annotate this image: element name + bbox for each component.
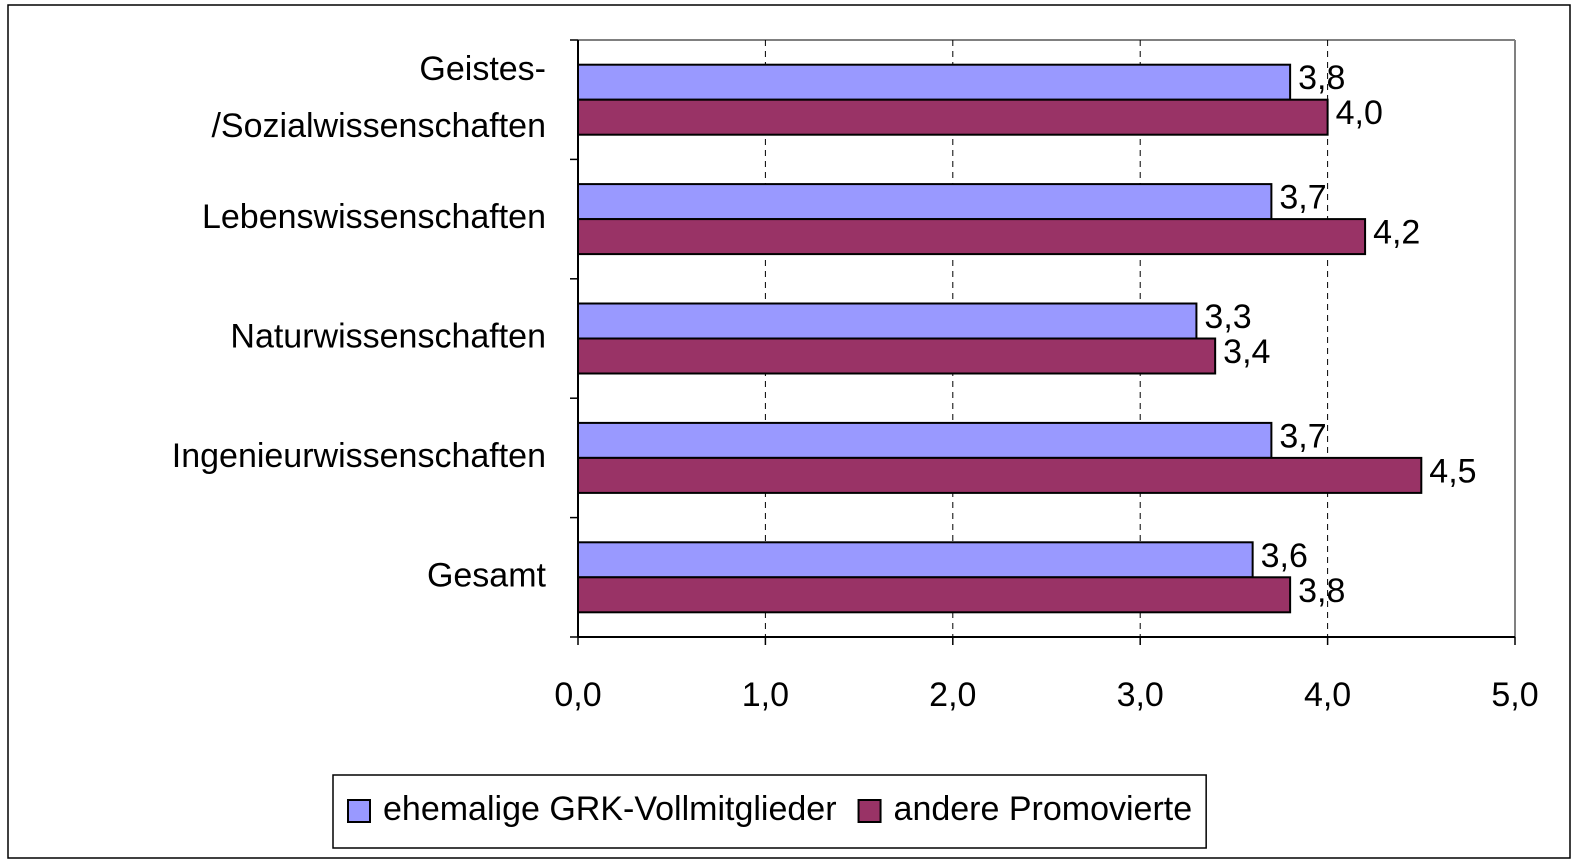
- legend-swatch: [857, 799, 882, 823]
- x-tick-label: 2,0: [929, 676, 976, 714]
- bar: [577, 302, 1198, 340]
- value-label: 3,4: [1223, 333, 1270, 371]
- x-tick-label: 3,0: [1117, 676, 1164, 714]
- value-label: 4,5: [1429, 452, 1476, 490]
- legend-swatch: [347, 799, 371, 823]
- legend-box: [332, 774, 1207, 849]
- y-tick-label: Gesamt: [427, 556, 547, 594]
- x-tick-label: 1,0: [742, 676, 789, 714]
- value-label: 4,2: [1373, 214, 1420, 252]
- value-label: 3,8: [1298, 59, 1345, 97]
- bar: [577, 183, 1273, 221]
- y-tick-label: Lebenswissenschaften: [202, 198, 546, 236]
- y-tick-label: Ingenieurwissenschaften: [172, 437, 546, 475]
- value-label: 3,7: [1279, 179, 1326, 217]
- legend-label: ehemalige GRK-Vollmitglieder: [383, 790, 837, 828]
- value-label: 3,6: [1261, 537, 1308, 575]
- x-tick-label: 0,0: [554, 676, 601, 714]
- legend-label: andere Promovierte: [894, 790, 1193, 828]
- value-label: 3,3: [1204, 298, 1251, 336]
- value-label: 3,8: [1298, 572, 1345, 610]
- bar: [577, 337, 1217, 375]
- legend: ehemalige GRK-Vollmitglieder andere Promo…: [332, 774, 1207, 849]
- bar: [577, 63, 1292, 101]
- x-tick-label: 4,0: [1304, 676, 1351, 714]
- bar: [577, 576, 1292, 614]
- value-label: 4,0: [1336, 94, 1383, 132]
- bar: [577, 456, 1423, 494]
- bar: [577, 541, 1254, 579]
- bar: [577, 218, 1367, 256]
- value-label: 3,7: [1279, 417, 1326, 455]
- y-tick-label: Naturwissenschaften: [230, 317, 546, 355]
- x-tick-label: 5,0: [1491, 676, 1538, 714]
- bar: [577, 98, 1329, 136]
- y-tick-label: Geistes-/Sozialwissenschaften: [211, 50, 546, 145]
- bar: [577, 421, 1273, 459]
